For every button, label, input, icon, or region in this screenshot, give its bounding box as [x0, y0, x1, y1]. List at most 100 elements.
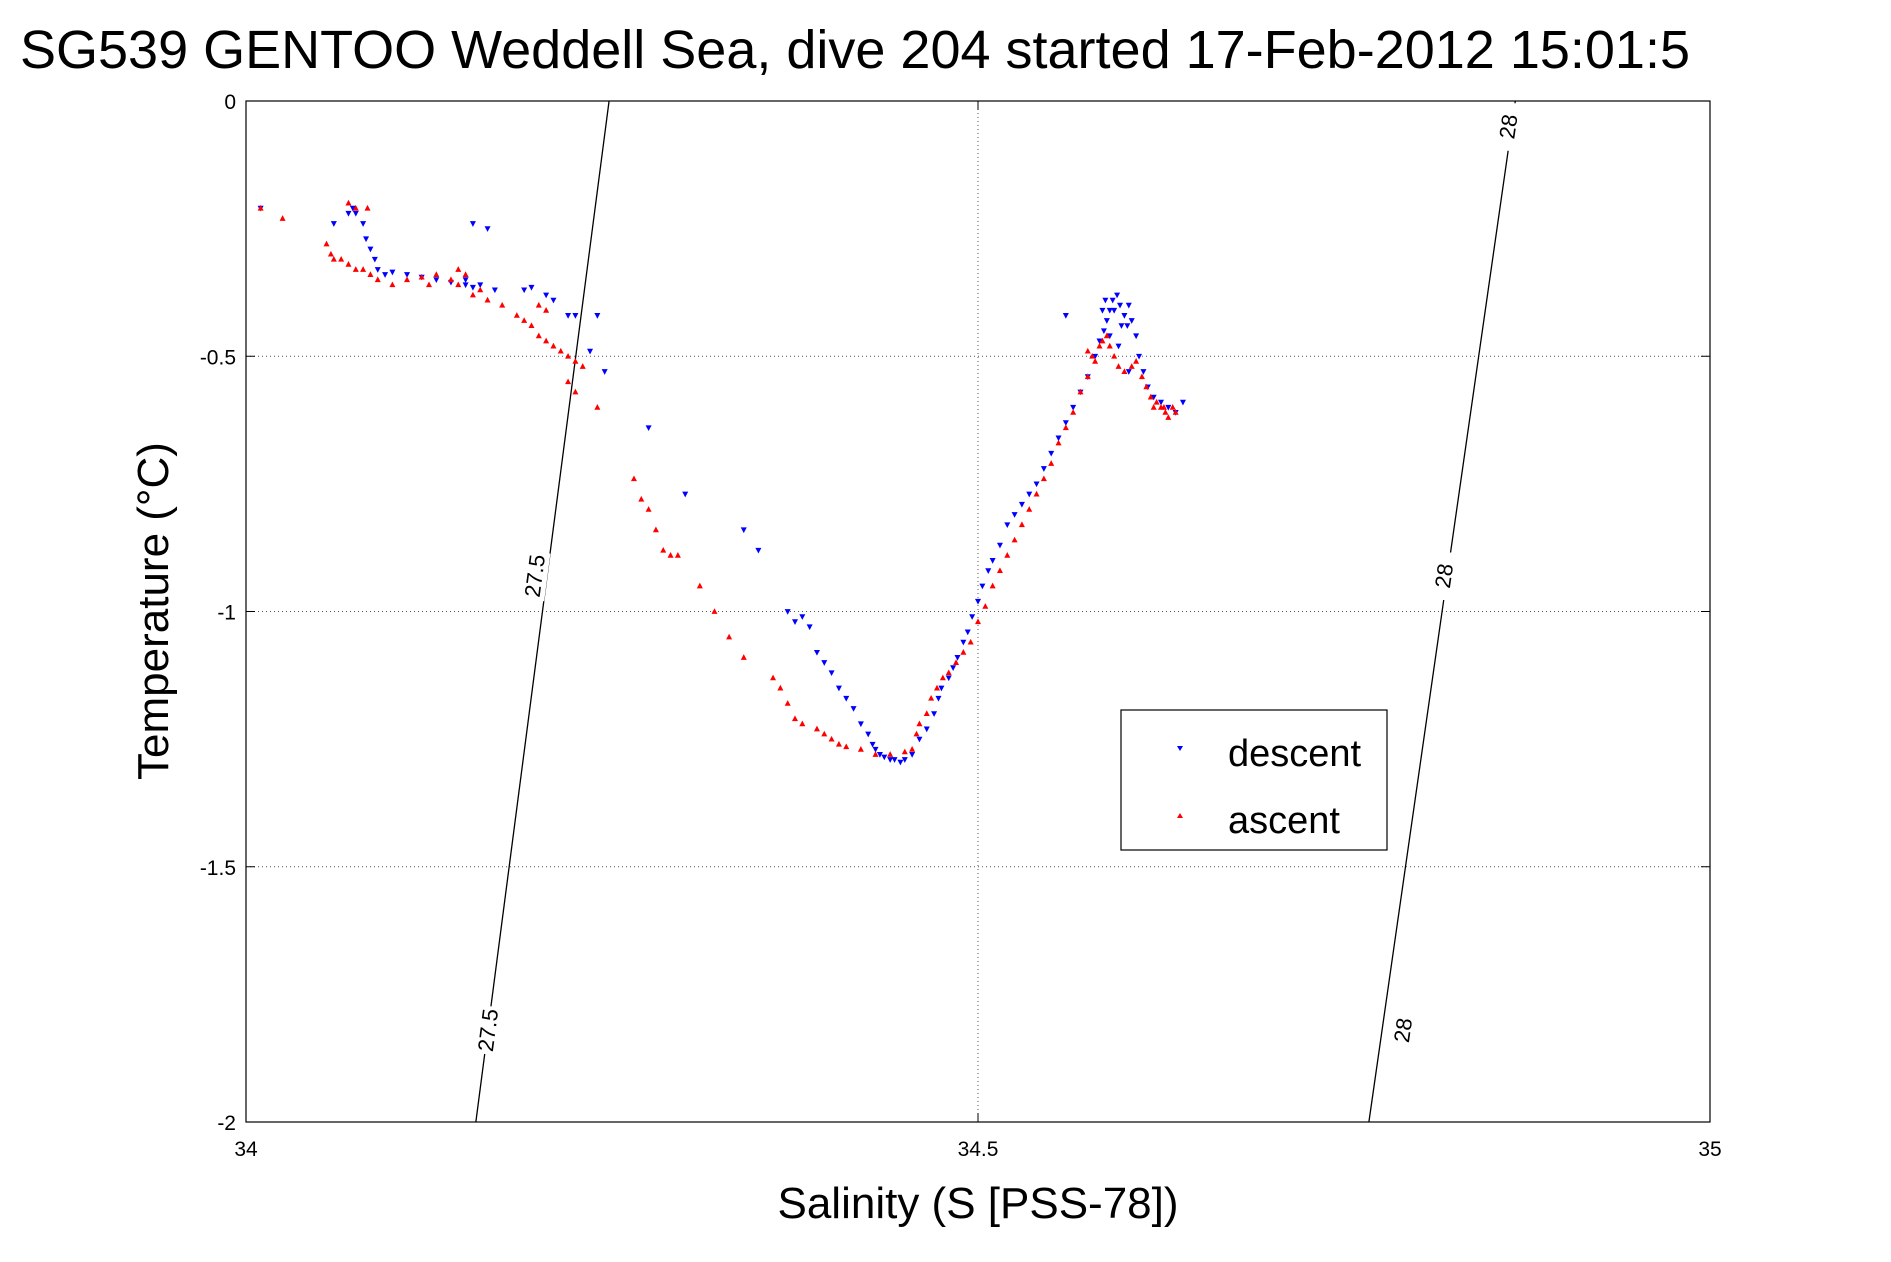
- descent-point: [1099, 307, 1106, 314]
- ascent-point: [939, 674, 946, 681]
- ascent-point: [1089, 352, 1096, 359]
- descent-point: [382, 272, 389, 278]
- descent-point: [1062, 313, 1069, 319]
- descent-point: [528, 284, 535, 291]
- legend-descent-marker: [1177, 746, 1183, 751]
- data-points: [257, 199, 1186, 766]
- ascent-point: [1062, 424, 1069, 431]
- ascent-point: [338, 255, 345, 262]
- y-tick-label: -1: [217, 602, 236, 625]
- descent-point: [985, 568, 992, 574]
- ascent-point: [1033, 490, 1040, 497]
- descent-point: [1111, 307, 1118, 314]
- ascent-point: [1084, 347, 1091, 354]
- ascent-point: [901, 748, 908, 755]
- ascent-point: [740, 654, 747, 660]
- legend-ascent-marker: [1177, 813, 1183, 818]
- descent-point: [367, 246, 374, 253]
- descent-point: [909, 752, 916, 758]
- descent-point: [881, 754, 888, 761]
- ascent-point: [528, 322, 535, 329]
- descent-point: [1125, 369, 1132, 375]
- descent-point: [1070, 404, 1077, 411]
- y-tick-label: -2: [217, 1112, 236, 1135]
- ascent-point: [535, 332, 542, 339]
- descent-point: [371, 256, 378, 263]
- descent-point: [1096, 338, 1103, 345]
- descent-point: [1018, 501, 1025, 508]
- ascent-point: [857, 746, 864, 752]
- ascent-point: [630, 475, 637, 482]
- ascent-point: [1048, 460, 1055, 466]
- x-tick-label: 35: [1698, 1138, 1721, 1161]
- descent-point: [587, 348, 594, 355]
- ascent-point: [770, 674, 777, 681]
- descent-point: [945, 675, 952, 682]
- ascent-point: [345, 261, 352, 267]
- legend: descent ascent: [1120, 709, 1388, 851]
- ascent-point: [989, 582, 996, 589]
- descent-point: [1109, 297, 1116, 304]
- ascent-point: [572, 388, 579, 395]
- contour-label-bg: [471, 1004, 504, 1056]
- ascent-point: [1169, 404, 1176, 410]
- ascent-point: [1040, 475, 1047, 482]
- ascent-point: [792, 715, 798, 722]
- descent-point: [975, 598, 981, 605]
- ascent-point: [257, 204, 264, 211]
- descent-point: [1033, 481, 1040, 488]
- ascent-point: [360, 266, 367, 272]
- descent-point: [491, 287, 498, 294]
- ascent-point: [535, 301, 542, 308]
- descent-point: [1115, 343, 1122, 350]
- ascent-point: [1172, 409, 1179, 415]
- contour-label-bg: [1491, 100, 1525, 153]
- contour-label-bg: [1386, 1004, 1419, 1056]
- ascent-point: [513, 312, 520, 318]
- x-tick-label: 34.5: [958, 1138, 999, 1161]
- ascent-point: [1026, 506, 1033, 512]
- descent-point: [601, 369, 608, 375]
- descent-point: [931, 711, 938, 717]
- descent-point: [1100, 328, 1107, 335]
- ascent-point: [928, 694, 935, 701]
- contour-label-27.5: 27.5: [520, 553, 550, 599]
- ascent-point: [323, 240, 330, 247]
- descent-point: [360, 221, 367, 227]
- descent-point: [799, 614, 806, 620]
- ascent-point: [374, 276, 381, 283]
- ascent-point: [543, 307, 550, 313]
- ascent-point: [279, 215, 286, 221]
- ascent-point: [426, 281, 432, 288]
- contour-label-27.5: 27.5: [473, 1007, 503, 1053]
- ascent-point: [821, 730, 828, 737]
- descent-point: [345, 210, 352, 217]
- ascent-point: [813, 725, 820, 732]
- descent-point: [462, 282, 469, 289]
- ascent-point: [499, 301, 506, 308]
- ascent-point: [404, 276, 411, 283]
- ascent-point: [455, 266, 462, 272]
- ascent-point: [327, 250, 334, 257]
- ascent-point: [1165, 414, 1172, 420]
- ascent-point: [652, 526, 659, 533]
- descent-point: [469, 284, 476, 291]
- descent-point: [1004, 522, 1011, 529]
- ascent-point: [1099, 337, 1106, 344]
- chart-title: SG539 GENTOO Weddell Sea, dive 204 start…: [20, 20, 1690, 80]
- ascent-point: [777, 684, 784, 691]
- descent-point: [1124, 323, 1131, 329]
- ascent-point: [1055, 439, 1062, 446]
- ascent-point: [1070, 409, 1077, 415]
- ascent-point: [945, 669, 952, 676]
- ascent-point: [572, 358, 579, 364]
- ascent-point: [996, 567, 1003, 574]
- ascent-point: [638, 495, 645, 502]
- ascent-point: [887, 751, 894, 757]
- descent-point: [550, 297, 557, 304]
- ascent-point: [484, 296, 491, 303]
- descent-point: [935, 695, 942, 702]
- ascent-point: [909, 746, 916, 752]
- descent-point: [1140, 369, 1147, 375]
